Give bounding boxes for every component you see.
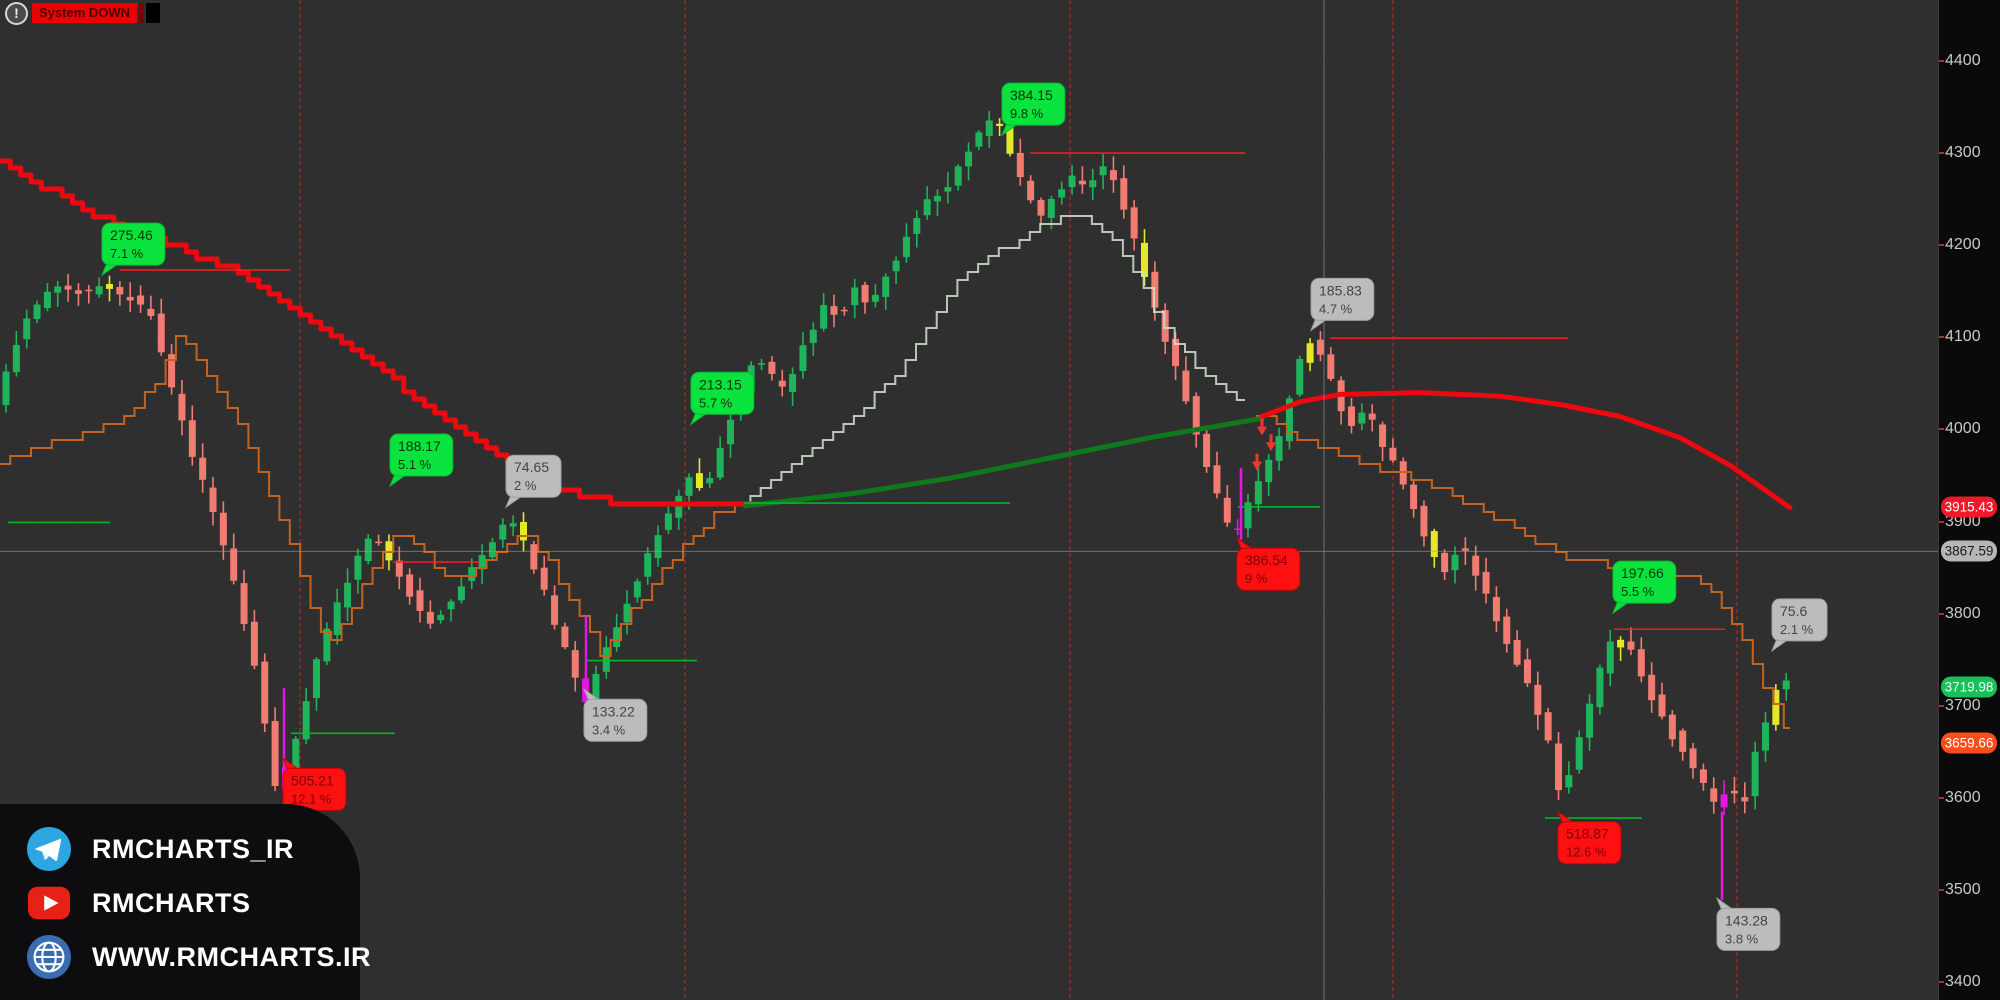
svg-text:2.1 %: 2.1 %: [1780, 622, 1814, 637]
alert-badge: ! System DOWN: [5, 1, 161, 25]
axis-tick-label: 4000: [1945, 420, 1981, 438]
alert-text: System DOWN: [32, 3, 138, 23]
signal-label: 518.87 12.6 %: [1556, 810, 1622, 865]
alert-sliver: [139, 3, 145, 23]
axis-gridline-tick: [1939, 520, 1944, 523]
signal-label: 185.83 4.7 %: [1309, 277, 1375, 332]
svg-text:5.5 %: 5.5 %: [1621, 584, 1655, 599]
axis-gridline-tick: [1939, 336, 1944, 339]
signal-label: 197.66 5.5 %: [1611, 560, 1677, 615]
svg-text:185.83: 185.83: [1319, 282, 1362, 298]
indicator-overlays: [0, 152, 1793, 901]
youtube-icon: [26, 880, 72, 926]
axis-tick-label: 3600: [1945, 788, 1981, 806]
svg-text:75.6: 75.6: [1780, 603, 1807, 619]
svg-text:188.17: 188.17: [398, 438, 441, 454]
axis-gridline-tick: [1939, 60, 1944, 62]
price-tag: 3719.98: [1941, 676, 1997, 698]
branding-panel: RMCHARTS_IR RMCHARTS WWW.RMCHARTS.IR: [0, 804, 370, 1000]
svg-text:518.87: 518.87: [1566, 826, 1609, 842]
axis-gridline-tick: [1939, 888, 1944, 891]
axis-tick-label: 4200: [1945, 236, 1981, 254]
axis-gridline-tick: [1939, 152, 1944, 155]
axis-tick-label: 3700: [1945, 696, 1981, 714]
signal-label: 188.17 5.1 %: [388, 433, 454, 488]
svg-text:197.66: 197.66: [1621, 565, 1664, 581]
axis-gridline-tick: [1939, 428, 1944, 431]
svg-text:505.21: 505.21: [291, 772, 334, 788]
svg-text:5.7 %: 5.7 %: [699, 395, 733, 410]
brand-label: RMCHARTS: [92, 887, 251, 918]
signal-label: 386.54 9 %: [1235, 536, 1301, 591]
axis-tick-label: 3500: [1945, 880, 1981, 898]
signal-label: 133.22 3.4 %: [582, 687, 648, 742]
svg-text:9 %: 9 %: [1245, 571, 1268, 586]
brand-label: RMCHARTS_IR: [92, 833, 295, 864]
brand-link-rmcharts[interactable]: RMCHARTS: [0, 876, 360, 930]
svg-text:213.15: 213.15: [699, 376, 742, 392]
svg-text:133.22: 133.22: [592, 703, 635, 719]
globe-icon: [26, 934, 72, 980]
axis-gridline-tick: [1939, 612, 1944, 615]
brand-label: WWW.RMCHARTS.IR: [92, 941, 371, 972]
axis-tick-label: 4100: [1945, 328, 1981, 346]
axis-tick-label: 3800: [1945, 604, 1981, 622]
candlestick-series: [2, 110, 1790, 816]
price-tag: 3915.43: [1941, 496, 1997, 518]
signal-label: 213.15 5.7 %: [689, 371, 755, 426]
signal-label: 275.46 7.1 %: [100, 222, 166, 277]
signal-label: 143.28 3.8 %: [1715, 896, 1781, 951]
svg-text:3.4 %: 3.4 %: [592, 722, 626, 737]
svg-text:5.1 %: 5.1 %: [398, 457, 432, 472]
svg-text:9.8 %: 9.8 %: [1010, 106, 1044, 121]
svg-text:7.1 %: 7.1 %: [110, 246, 144, 261]
axis-tick-label: 4300: [1945, 144, 1981, 162]
price-tag: 3867.59: [1941, 540, 1997, 562]
alert-icon: !: [5, 1, 28, 25]
svg-text:74.65: 74.65: [514, 459, 549, 475]
signal-label: 505.21 12.1 %: [281, 756, 347, 811]
brand-link-www-rmcharts-ir[interactable]: WWW.RMCHARTS.IR: [0, 930, 370, 984]
price-tag: 3659.66: [1941, 732, 1997, 754]
svg-text:2 %: 2 %: [514, 478, 537, 493]
axis-tick-label: 4400: [1945, 52, 1981, 69]
axis-gridline-tick: [1939, 981, 1944, 983]
svg-text:4.7 %: 4.7 %: [1319, 301, 1353, 316]
telegram-icon: [26, 826, 72, 872]
svg-text:386.54: 386.54: [1245, 552, 1288, 568]
svg-text:12.6 %: 12.6 %: [1566, 845, 1607, 860]
signal-label: 74.65 2 %: [504, 454, 562, 509]
text-cursor: [146, 3, 161, 23]
signal-label: 75.6 2.1 %: [1770, 598, 1828, 653]
axis-gridline-tick: [1939, 244, 1944, 247]
axis-tick-label: 3400: [1945, 973, 1981, 990]
signal-label: 384.15 9.8 %: [1000, 82, 1066, 137]
svg-text:143.28: 143.28: [1725, 912, 1768, 928]
axis-gridline-tick: [1939, 796, 1944, 799]
crosshair: [0, 0, 1939, 1000]
svg-text:3.8 %: 3.8 %: [1725, 931, 1759, 946]
price-axis[interactable]: 4400 4300 4200 4100 4000 3900 3800 3700 3600 3500…: [1938, 0, 2000, 1000]
svg-text:384.15: 384.15: [1010, 87, 1053, 103]
brand-link-rmcharts-ir[interactable]: RMCHARTS_IR: [0, 822, 360, 876]
svg-text:275.46: 275.46: [110, 227, 153, 243]
axis-gridline-tick: [1939, 704, 1944, 707]
svg-text:12.1 %: 12.1 %: [291, 791, 332, 806]
